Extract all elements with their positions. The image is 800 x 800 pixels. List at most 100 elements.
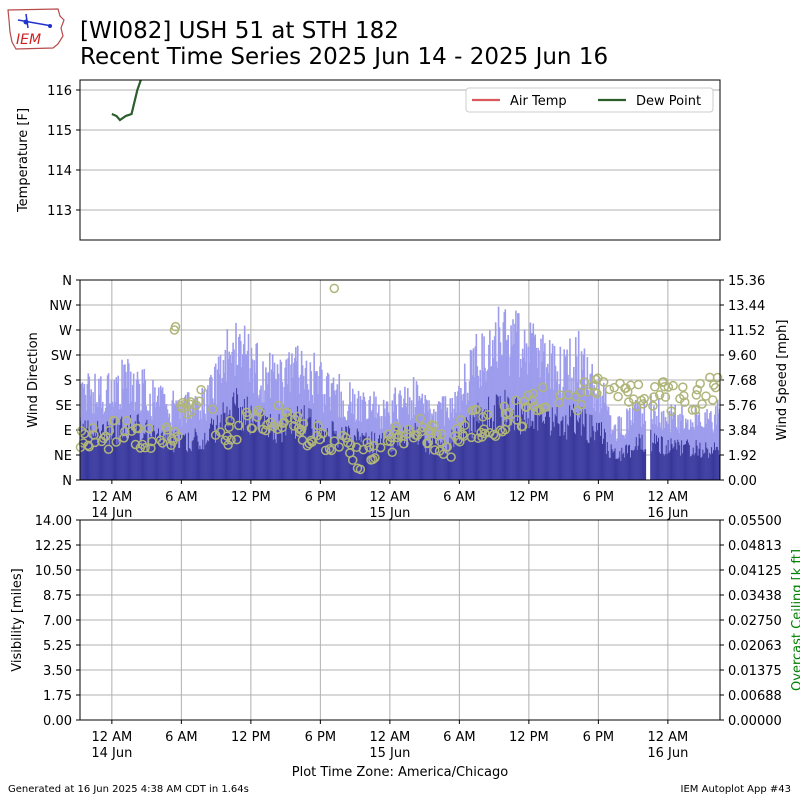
wind-speed-bar xyxy=(385,436,388,480)
wind-gust-bar xyxy=(697,415,700,480)
wind-gust-bar xyxy=(574,337,577,480)
wind-direction-point xyxy=(157,438,168,448)
vis-y-tick-label: 0.00 xyxy=(43,714,72,729)
wind-gust-bar xyxy=(471,375,474,480)
wind-speed-bar xyxy=(695,439,698,480)
wind-speed-bar xyxy=(390,451,393,480)
wind-speed-bar xyxy=(461,440,463,480)
vis-x-tick-label: 6 PM xyxy=(305,730,336,745)
wind-speed-bar xyxy=(435,436,438,480)
wind-speed-bar xyxy=(328,436,331,480)
wind-speed-bar xyxy=(659,453,662,480)
wind-gust-bar xyxy=(602,382,605,480)
wind-direction-point xyxy=(423,438,433,449)
wind-speed-bar xyxy=(322,430,324,480)
wind-speed-bar xyxy=(675,442,677,480)
wind-speed-bar xyxy=(240,407,242,480)
wind-gust-bar xyxy=(235,322,237,480)
wind-gust-bar xyxy=(659,427,662,480)
wind-speed-bar xyxy=(84,420,87,480)
wind-speed-bar xyxy=(165,430,168,480)
wind-direction-point xyxy=(660,392,671,402)
wind-speed-bar xyxy=(259,430,261,480)
wind-speed-bar xyxy=(338,443,341,480)
wind-speed-bar xyxy=(210,423,212,480)
wind-speed-bar xyxy=(521,414,524,480)
wind-gust-bar xyxy=(475,333,478,480)
wind-gust-bar xyxy=(207,385,209,480)
wind-speed-bar xyxy=(582,424,585,480)
wind-speed-bar xyxy=(398,429,400,480)
wind-speed-bar xyxy=(149,433,151,480)
wind-speed-bar xyxy=(292,413,294,480)
wind-speed-bar xyxy=(185,450,188,480)
wind-speed-bar xyxy=(598,423,600,480)
wind-speed-bar xyxy=(201,449,203,480)
ceiling-y-tick-label: 0.05500 xyxy=(728,514,782,529)
wind-speed-bar xyxy=(576,420,579,480)
wind-speed-bar xyxy=(710,454,712,480)
wind-gust-bar xyxy=(582,354,585,480)
wind-speed-bar xyxy=(218,428,221,480)
wind-direction-point xyxy=(512,415,522,425)
wind-speed-bar xyxy=(599,422,601,480)
wind-speed-bar xyxy=(97,420,99,480)
wind-direction-point xyxy=(502,417,512,427)
wind-gust-bar xyxy=(115,377,118,480)
wind-speed-bar xyxy=(297,413,300,480)
wind-speed-bar xyxy=(286,421,288,480)
wind-speed-bar xyxy=(346,426,348,480)
wind-gust-bar xyxy=(470,350,473,480)
wind-speed-bar xyxy=(557,423,560,480)
wind-gust-bar xyxy=(325,376,328,480)
wind-speed-bar xyxy=(350,437,352,480)
wind-speed-bar xyxy=(624,457,626,480)
wind-speed-bar xyxy=(671,444,674,480)
wind-speed-bar xyxy=(473,417,476,480)
wind-speed-bar xyxy=(411,437,414,480)
wind-speed-bar xyxy=(593,430,595,480)
wind-direction-point xyxy=(471,404,481,415)
wind-speed-bar xyxy=(511,425,513,480)
wind-speed-bar xyxy=(271,428,274,480)
wind-speed-bar xyxy=(213,430,216,480)
wind-speed-bar xyxy=(144,434,147,480)
vis-x-tick-label: 12 AM xyxy=(369,730,410,745)
wind-speed-bar xyxy=(453,447,455,480)
wind-speed-bar xyxy=(108,444,111,480)
wind-speed-bar xyxy=(523,419,526,480)
wind-speed-bar xyxy=(298,427,301,480)
wind-speed-bar xyxy=(190,451,193,480)
wind-speed-bar xyxy=(569,405,571,480)
wind-gust-bar xyxy=(510,325,512,480)
ceiling-y-tick-label: 0.04813 xyxy=(728,539,782,554)
wind-speed-bar xyxy=(343,441,345,480)
wind-speed-bar xyxy=(104,429,107,480)
wind-speed-bar xyxy=(409,438,412,480)
wind-speed-bar xyxy=(151,436,153,480)
wind-speed-bar xyxy=(429,454,431,480)
wind-speed-bar xyxy=(128,438,130,480)
wind-gust-bar xyxy=(608,415,611,480)
wind-gust-bar xyxy=(704,412,706,480)
wind-speed-bar xyxy=(405,432,407,480)
wind-x-tick-label: 12 PM xyxy=(509,490,549,505)
wind-speed-bar xyxy=(541,413,543,480)
wind-speed-bar xyxy=(583,426,586,480)
wind-gust-bar xyxy=(275,380,278,480)
wind-speed-bar xyxy=(169,444,172,480)
wind-direction-point xyxy=(232,434,242,445)
wind-speed-bar xyxy=(266,417,268,480)
wind-speed-bar xyxy=(417,444,420,480)
wind-direction-point xyxy=(298,419,309,429)
wind-gust-bar xyxy=(231,351,233,480)
wind-speed-bar xyxy=(351,440,353,480)
wind-speed-bar xyxy=(574,434,577,480)
wind-speed-bar xyxy=(579,411,582,480)
wind-speed-tick-label: 9.60 xyxy=(728,349,757,364)
wind-gust-bar xyxy=(717,413,720,480)
wind-direction-point xyxy=(296,424,307,435)
wind-speed-bar xyxy=(635,437,638,480)
wind-speed-bar xyxy=(712,453,714,480)
wind-speed-bar xyxy=(320,425,322,480)
